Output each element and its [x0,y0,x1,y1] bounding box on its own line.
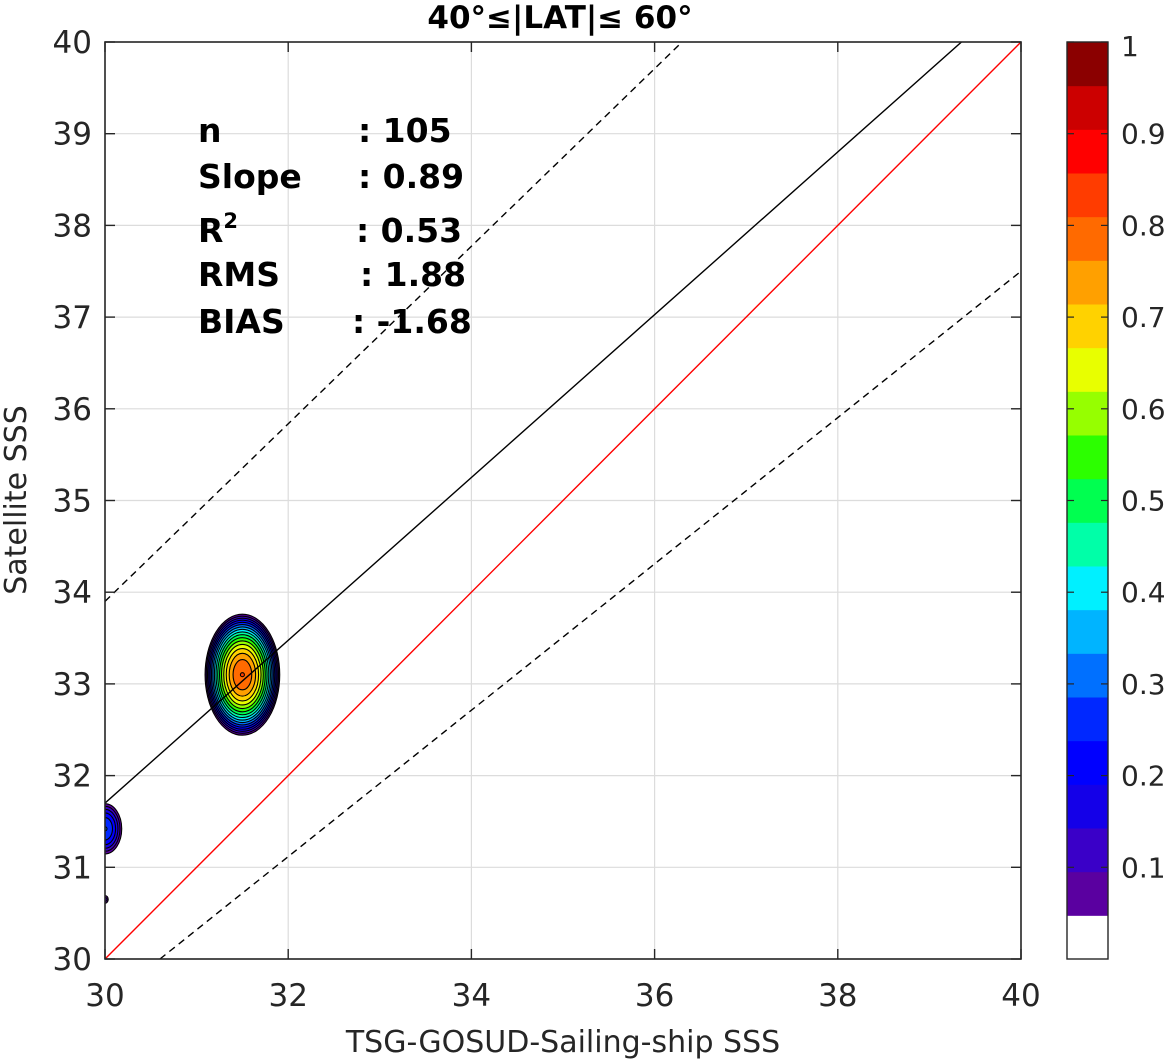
one-to-one-line [105,42,1021,959]
colorbar-tick-label: 0.3 [1121,668,1166,701]
y-tick-label: 38 [53,208,92,244]
colorbar-tick-label: 0.2 [1121,760,1166,793]
x-tick-label: 36 [635,978,674,1014]
y-tick-label: 37 [53,300,92,336]
colorbar-segment [1067,828,1108,873]
colorbar-segment [1067,697,1108,742]
stat-label: n [198,111,222,150]
colorbar-segment [1067,173,1108,218]
x-tick-label: 30 [85,978,124,1014]
grid-lines [104,41,1022,960]
colorbar-segment [1067,129,1108,174]
reference-lines [105,42,1021,959]
stat-label-superscript: 2 [223,209,238,233]
x-tick-labels: 30 32 34 36 38 40 [85,978,1040,1014]
colorbar-segment [1067,260,1108,305]
stat-value: : 105 [358,111,452,150]
stat-value: : 1.88 [360,255,466,294]
regression-line [105,42,962,804]
y-tick-label: 40 [53,25,92,61]
density-contour-0-17 [239,672,245,678]
x-axis-label: TSG-GOSUD-Sailing-ship SSS [345,1025,780,1060]
y-tick-label: 35 [53,484,92,520]
colorbar-tick-label: 0.4 [1121,576,1166,609]
upper-bound-line [105,42,683,602]
stat-label: Slope [198,157,302,196]
y-tick-label: 32 [53,759,92,795]
colorbar-segment [1067,42,1108,87]
x-tick-label: 32 [268,978,307,1014]
stat-label: BIAS [198,302,285,341]
colorbar-segment [1067,216,1108,261]
colorbar-segment [1067,740,1108,785]
colorbar-tick-label: 0.6 [1121,393,1166,426]
colorbar-segment [1067,871,1108,916]
colorbar-tick-label: 0.5 [1121,485,1166,518]
density-contour-1-5 [105,817,114,841]
y-tick-label: 30 [53,942,92,978]
colorbar-tick-label: 1 [1121,30,1139,63]
colorbar-segment [1067,522,1108,567]
colorbar-segment [1067,347,1108,392]
x-tick-label: 40 [1001,978,1040,1014]
colorbar-segment [1067,609,1108,654]
y-tick-labels: 30 31 32 33 34 35 36 37 38 39 40 [53,25,92,978]
stat-value: : -1.68 [352,302,472,341]
colorbar-segment [1067,566,1108,611]
chart-title: 40°≤|LAT|≤ 60° [427,0,692,36]
colorbar-segment [1067,85,1108,130]
y-tick-label: 39 [53,117,92,153]
colorbar-tick-label: 0.9 [1121,118,1166,151]
colorbar-segment [1067,653,1108,698]
colorbar-segment [1067,435,1108,480]
colorbar-segment [1067,784,1108,829]
colorbar: 0.1 0.2 0.3 0.4 0.5 0.6 0.7 0.8 0.9 1 [1066,30,1166,960]
y-axis-label: Satellite SSS [0,405,34,595]
colorbar-segment [1067,391,1108,436]
stat-value: : 0.89 [358,157,464,196]
colorbar-tick-label: 0.7 [1121,301,1166,334]
y-tick-label: 33 [53,667,92,703]
x-tick-label: 38 [818,978,857,1014]
colorbar-tick-label: 0.1 [1121,851,1166,884]
plot-frame [104,41,1022,960]
lower-bound-line [159,270,1021,959]
y-tick-label: 31 [53,850,92,886]
y-tick-label: 36 [53,392,92,428]
y-tick-label: 34 [53,575,92,611]
colorbar-segment [1067,915,1108,960]
x-tick-label: 34 [452,978,491,1014]
colorbar-segment [1067,304,1108,349]
stat-value: : 0.53 [356,211,462,250]
stat-label: RMS [198,255,280,294]
colorbar-tick-label: 0.8 [1121,209,1166,242]
